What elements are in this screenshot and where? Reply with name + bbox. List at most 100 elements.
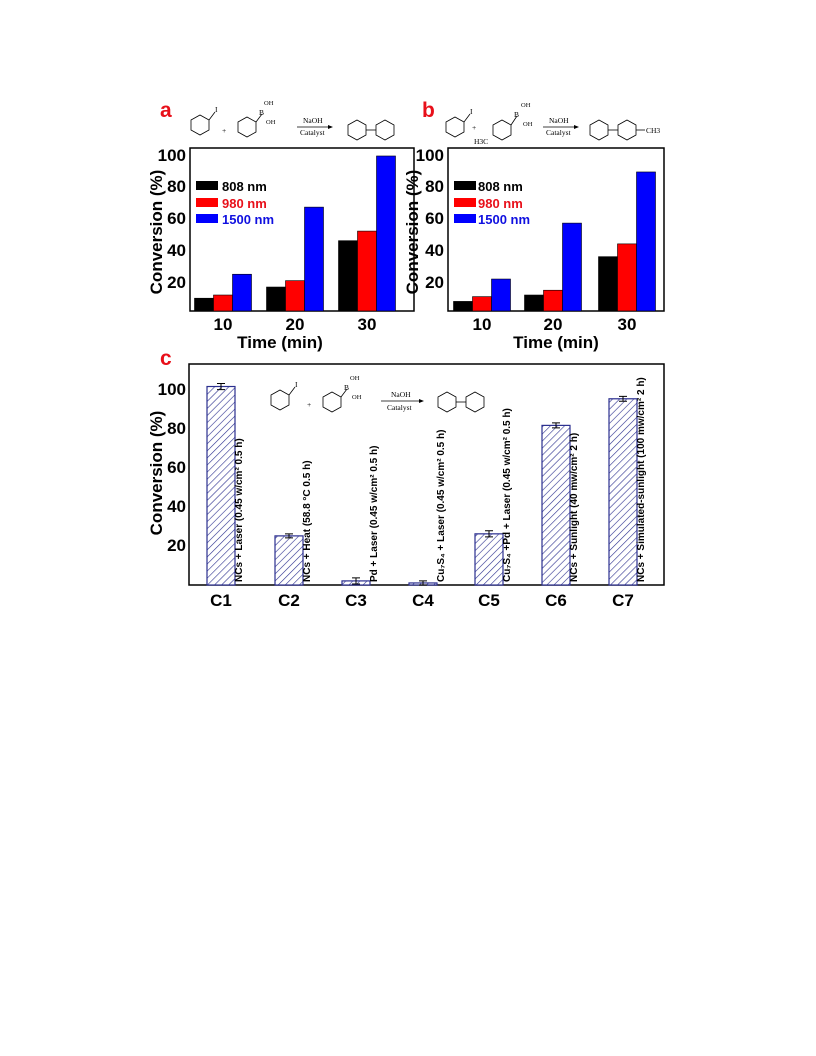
panel-b-product-ring-1 — [589, 119, 609, 141]
panel-a-iodobenzene-ring — [190, 114, 210, 136]
panel-b-boron-label: B — [514, 110, 519, 119]
panel-c-condition-label-C3: Pd + Laser (0.45 w/cm² 0.5 h) — [369, 446, 380, 582]
panel-a-ytick-40: 40 — [167, 241, 186, 260]
panel-b-boronic-ring — [492, 119, 512, 141]
panel-a-bar-10-808nm — [194, 297, 214, 312]
panel-c-reagent: NaOH — [391, 390, 411, 399]
panel-b-plus: + — [472, 123, 476, 132]
panel-c-bar-C6 — [541, 424, 571, 586]
panel-c-iodo-label: I — [295, 380, 298, 389]
panel-b-bar-10-1500nm — [491, 278, 511, 312]
panel-a-oh-right: OH — [266, 119, 276, 126]
panel-a-xtick-20: 20 — [286, 315, 305, 334]
panel-b-legend-swatch-980 — [454, 198, 476, 207]
panel-c-errorbar-C3 — [352, 577, 360, 585]
panel-b-ytick-20: 20 — [425, 273, 444, 292]
panel-b-ytick-80: 80 — [425, 177, 444, 196]
panel-c-condition-label-C2: NCs + Heat (58.8 °C 0.5 h) — [302, 460, 313, 582]
panel-a-bar-30-808nm — [338, 240, 358, 312]
panel-a-boronic-ring — [237, 116, 257, 138]
panel-b-catalyst: Catalyst — [546, 128, 571, 137]
panel-c-bar-C1 — [206, 385, 236, 586]
panel-b-oh-right: OH — [523, 121, 533, 128]
panel-b-methyl-left: H3C — [474, 137, 488, 146]
panel-c-oh-right: OH — [352, 394, 362, 401]
panel-b-xtick-20: 20 — [544, 315, 563, 334]
panel-b-product-ring-2 — [617, 119, 637, 141]
panel-b-bars — [453, 171, 656, 312]
panel-a: a I + B OH OH NaOH Catalyst 20 40 60 80 … — [147, 99, 415, 352]
panel-a-legend-swatch-980 — [196, 198, 218, 207]
panel-b-xtick-10: 10 — [473, 315, 492, 334]
panel-b-product-methyl: CH3 — [646, 126, 660, 135]
panel-c-ytick-40: 40 — [167, 497, 186, 516]
panel-a-bar-30-1500nm — [376, 155, 396, 312]
panel-a-bar-20-1500nm — [304, 206, 324, 312]
panel-c-condition-label-C1: NCs + Laser (0.45 w/cm² 0.5 h) — [234, 438, 245, 582]
panel-b-legend-1500: 1500 nm — [478, 212, 530, 227]
panel-a-boron-label: B — [259, 108, 264, 117]
panel-b: b I + H3C B OH OH NaOH Catalyst CH3 20 4… — [403, 99, 665, 352]
panel-c-bar-C5 — [474, 533, 504, 586]
panel-a-oh-top: OH — [264, 100, 274, 107]
panel-b-bar-10-980nm — [472, 296, 492, 312]
panel-a-iodo-label: I — [215, 105, 218, 114]
panel-c-plot-frame — [188, 363, 665, 586]
panel-b-xlabel: Time (min) — [513, 333, 599, 352]
panel-a-product-ring-1 — [347, 119, 367, 141]
panel-a-ytick-100: 100 — [158, 146, 186, 165]
panel-a-ytick-80: 80 — [167, 177, 186, 196]
panel-b-xtick-30: 30 — [618, 315, 637, 334]
panel-c-bar-C2 — [274, 535, 304, 586]
panel-c-errorbar-C7 — [619, 395, 627, 402]
panel-c-xtick-C2: C2 — [278, 591, 300, 610]
panel-c-catalyst: Catalyst — [387, 403, 412, 412]
panel-a-plus: + — [222, 126, 226, 135]
panel-c-product-ring-1 — [437, 391, 457, 413]
panel-c-condition-label-C4: Cu₇S₄ + Laser (0.45 w/cm² 0.5 h) — [436, 430, 447, 582]
panel-a-letter: a — [160, 99, 172, 122]
panel-b-ytick-60: 60 — [425, 209, 444, 228]
panel-a-ylabel: Conversion (%) — [147, 170, 166, 295]
panel-c-letter: c — [160, 347, 172, 370]
panel-b-bar-20-808nm — [524, 294, 544, 312]
panel-b-legend-980: 980 nm — [478, 196, 523, 211]
panel-a-bars — [194, 155, 396, 312]
panel-c-ytick-20: 20 — [167, 536, 186, 555]
panel-c-errorbar-C1 — [217, 382, 225, 391]
panel-c-xtick-C1: C1 — [210, 591, 232, 610]
panel-c-errorbar-C6 — [552, 422, 560, 429]
panel-c-xtick-C5: C5 — [478, 591, 500, 610]
panel-b-bar-10-808nm — [453, 301, 473, 312]
panel-c: c I + B OH OH NaOH Catalyst NCs + Laser … — [147, 347, 665, 610]
panel-b-iodobenzene-ring — [445, 116, 465, 138]
panel-a-bar-10-980nm — [213, 294, 233, 312]
panel-b-bar-20-980nm — [543, 289, 563, 312]
panel-c-product-ring-2 — [465, 391, 485, 413]
panel-a-legend-swatch-1500 — [196, 214, 218, 223]
panel-b-reagent: NaOH — [549, 116, 569, 125]
panel-b-legend-swatch-1500 — [454, 214, 476, 223]
panel-a-xtick-30: 30 — [358, 315, 377, 334]
panel-b-letter: b — [422, 99, 435, 122]
panel-c-plus: + — [307, 400, 311, 409]
panel-c-errorbar-C4 — [419, 580, 427, 586]
panel-a-legend-swatch-808 — [196, 181, 218, 190]
panel-c-oh-top: OH — [350, 375, 360, 382]
panel-c-iodobenzene-ring — [270, 389, 290, 411]
panel-c-condition-label-C7: NCs + Simulated-sunlight (100 mw/cm² 2 h… — [636, 377, 647, 582]
panel-b-bar-20-1500nm — [562, 222, 582, 312]
panel-b-oh-top: OH — [521, 102, 531, 109]
panel-b-iodo-label: I — [470, 107, 473, 116]
panel-c-errorbar-C5 — [485, 530, 493, 538]
panel-b-ytick-100: 100 — [416, 146, 444, 165]
panel-c-ytick-80: 80 — [167, 419, 186, 438]
panel-c-xtick-C7: C7 — [612, 591, 634, 610]
panel-c-bars — [206, 382, 638, 586]
panel-a-legend-808: 808 nm — [222, 179, 267, 194]
panel-b-bar-30-808nm — [598, 256, 618, 312]
panel-a-bar-20-808nm — [266, 286, 286, 312]
panel-b-bar-30-980nm — [617, 243, 637, 312]
panel-b-legend-swatch-808 — [454, 181, 476, 190]
panel-b-legend: 808 nm 980 nm 1500 nm — [454, 179, 530, 227]
